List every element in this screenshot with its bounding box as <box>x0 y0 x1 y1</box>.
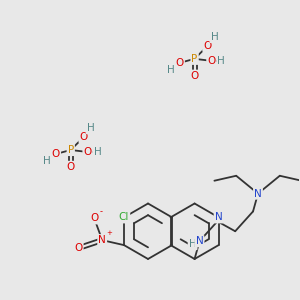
Text: H: H <box>167 65 175 75</box>
Text: H: H <box>94 147 101 157</box>
Text: O: O <box>52 149 60 159</box>
Text: H: H <box>43 156 51 166</box>
Text: P: P <box>68 145 74 155</box>
Text: N: N <box>196 236 203 246</box>
Text: H: H <box>189 239 196 249</box>
Text: O: O <box>190 71 199 81</box>
Text: N: N <box>254 189 262 199</box>
Text: H: H <box>218 56 225 66</box>
Text: N: N <box>98 235 106 245</box>
Text: H: H <box>211 32 218 42</box>
Text: Cl: Cl <box>119 212 129 222</box>
Text: H: H <box>87 123 94 133</box>
Text: O: O <box>90 213 98 224</box>
Text: O: O <box>74 243 83 253</box>
Text: O: O <box>83 147 92 157</box>
Text: O: O <box>67 162 75 172</box>
Text: O: O <box>203 41 211 51</box>
Text: P: P <box>191 54 198 64</box>
Text: O: O <box>207 56 216 66</box>
Text: O: O <box>176 58 184 68</box>
Text: -: - <box>100 207 103 216</box>
Text: N: N <box>215 212 223 222</box>
Text: O: O <box>80 132 88 142</box>
Text: +: + <box>106 230 112 236</box>
